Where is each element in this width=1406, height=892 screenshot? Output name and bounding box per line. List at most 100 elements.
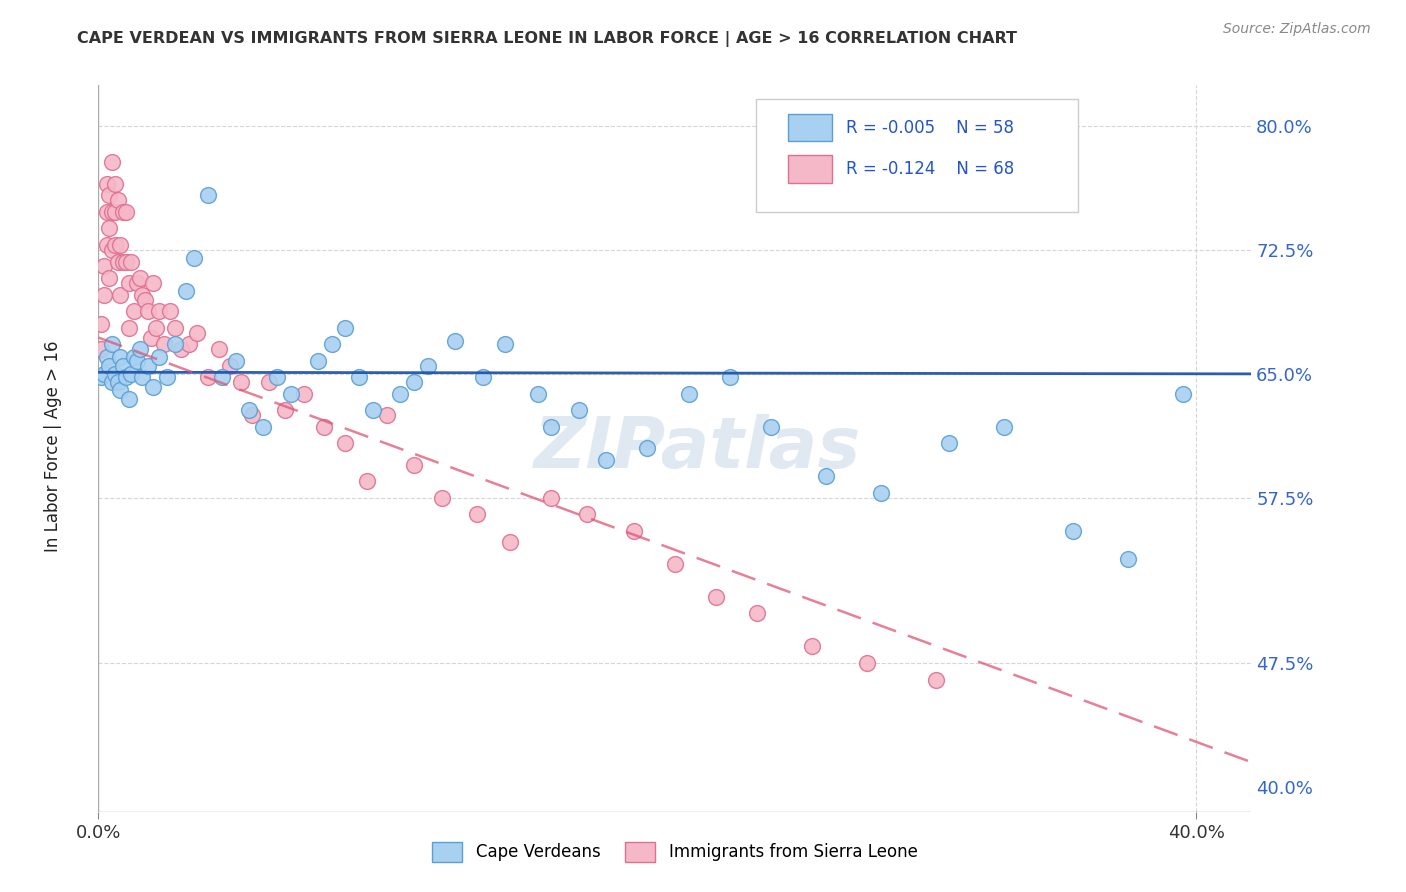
Point (120, 367, 142, 381)
Point (211, 370, 233, 384)
Point (107, 254, 129, 268)
Point (404, 375, 426, 389)
Point (347, 370, 370, 384)
Legend: Cape Verdeans, Immigrants from Sierra Leone: Cape Verdeans, Immigrants from Sierra Le… (426, 835, 924, 869)
Point (90, 370, 112, 384)
Point (499, 535, 522, 549)
Point (183, 251, 205, 265)
Point (128, 271, 150, 285)
Text: Source: ZipAtlas.com: Source: ZipAtlas.com (1223, 22, 1371, 37)
Point (335, 436, 357, 450)
Point (125, 276, 148, 290)
Point (375, 408, 398, 422)
Point (90, 342, 112, 356)
Point (96, 205, 118, 219)
Point (96, 238, 118, 252)
Point (165, 337, 187, 351)
Point (153, 337, 176, 351)
Point (96, 177, 118, 191)
Text: CAPE VERDEAN VS IMMIGRANTS FROM SIERRA LEONE IN LABOR FORCE | AGE > 16 CORRELATI: CAPE VERDEAN VS IMMIGRANTS FROM SIERRA L… (77, 31, 1018, 47)
Point (93, 260, 115, 274)
Point (266, 370, 288, 384)
Point (107, 375, 129, 389)
Point (1116, 552, 1139, 566)
Point (115, 205, 138, 219)
Point (104, 205, 127, 219)
Point (759, 419, 782, 434)
Point (335, 320, 357, 334)
Point (1062, 524, 1084, 538)
Point (112, 205, 135, 219)
Point (101, 243, 124, 257)
Point (174, 285, 197, 299)
Point (636, 442, 658, 455)
Point (416, 359, 439, 373)
Text: R = -0.005    N = 58: R = -0.005 N = 58 (845, 119, 1014, 136)
Point (110, 238, 132, 252)
Point (257, 375, 280, 389)
Bar (787, 155, 832, 183)
Point (576, 508, 599, 522)
Point (678, 386, 700, 401)
Point (540, 419, 562, 434)
Point (219, 359, 242, 373)
Point (197, 370, 219, 384)
Point (801, 640, 824, 654)
Point (131, 287, 153, 301)
Point (112, 359, 135, 373)
Point (101, 205, 124, 219)
Point (361, 403, 384, 417)
Point (252, 419, 274, 434)
Text: R = -0.124    N = 68: R = -0.124 N = 68 (845, 160, 1014, 178)
Point (197, 188, 219, 202)
Point (142, 380, 165, 394)
Point (704, 590, 727, 604)
Point (404, 458, 426, 472)
Point (225, 353, 247, 368)
Point (110, 384, 132, 398)
Point (145, 320, 167, 334)
Point (568, 403, 591, 417)
Point (136, 359, 159, 373)
Point (465, 508, 488, 522)
Point (101, 155, 124, 169)
Point (101, 375, 124, 389)
Point (128, 342, 150, 356)
Point (136, 304, 159, 318)
Point (117, 320, 139, 334)
Point (165, 320, 187, 334)
Point (101, 337, 124, 351)
Point (747, 607, 769, 621)
Point (312, 419, 335, 434)
Point (98, 359, 121, 373)
Point (924, 673, 946, 687)
Point (93, 367, 115, 381)
Point (814, 469, 837, 483)
Point (134, 293, 156, 307)
Point (112, 254, 135, 268)
Point (156, 370, 179, 384)
Point (238, 403, 260, 417)
Point (321, 337, 343, 351)
Point (93, 287, 115, 301)
Point (142, 276, 165, 290)
Point (131, 370, 153, 384)
Point (664, 557, 686, 571)
Point (115, 254, 138, 268)
Point (389, 386, 412, 401)
Point (148, 304, 170, 318)
Point (122, 351, 145, 365)
Point (104, 367, 127, 381)
Point (471, 370, 494, 384)
Point (90, 318, 112, 332)
Point (993, 419, 1015, 434)
Point (623, 524, 645, 538)
Text: In Labor Force | Age > 16: In Labor Force | Age > 16 (45, 340, 62, 552)
Point (240, 408, 263, 422)
Point (98, 221, 121, 235)
Point (110, 287, 132, 301)
Point (595, 452, 617, 467)
Point (115, 370, 138, 384)
Point (117, 392, 139, 406)
Point (110, 351, 132, 365)
